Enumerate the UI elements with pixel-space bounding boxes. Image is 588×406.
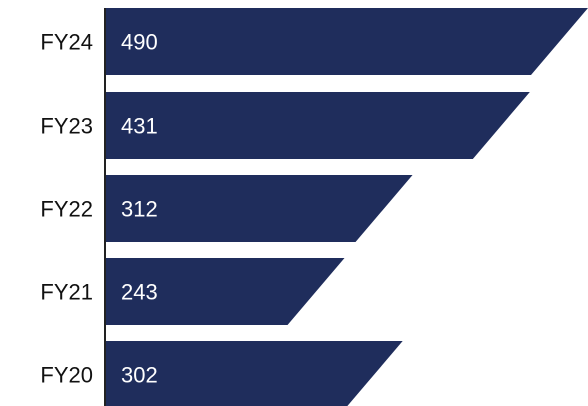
bar-fy20 bbox=[105, 341, 403, 406]
bar-fy21 bbox=[105, 258, 345, 325]
value-label-fy21: 243 bbox=[121, 280, 158, 305]
bar-fy24 bbox=[105, 8, 588, 75]
value-label-fy23: 431 bbox=[121, 114, 158, 139]
bar-fy23 bbox=[105, 92, 530, 159]
category-label-fy21: FY21 bbox=[40, 280, 93, 305]
category-label-fy24: FY24 bbox=[40, 30, 93, 55]
bar-fy22 bbox=[105, 175, 413, 242]
value-label-fy20: 302 bbox=[121, 363, 158, 388]
category-label-fy22: FY22 bbox=[40, 197, 93, 222]
category-label-fy20: FY20 bbox=[40, 363, 93, 388]
value-label-fy24: 490 bbox=[121, 30, 158, 55]
value-label-fy22: 312 bbox=[121, 197, 158, 222]
bars bbox=[105, 8, 588, 406]
labels: FY24 490 FY23 431 FY22 312 FY21 243 FY20 302 bbox=[40, 30, 157, 388]
category-label-fy23: FY23 bbox=[40, 114, 93, 139]
